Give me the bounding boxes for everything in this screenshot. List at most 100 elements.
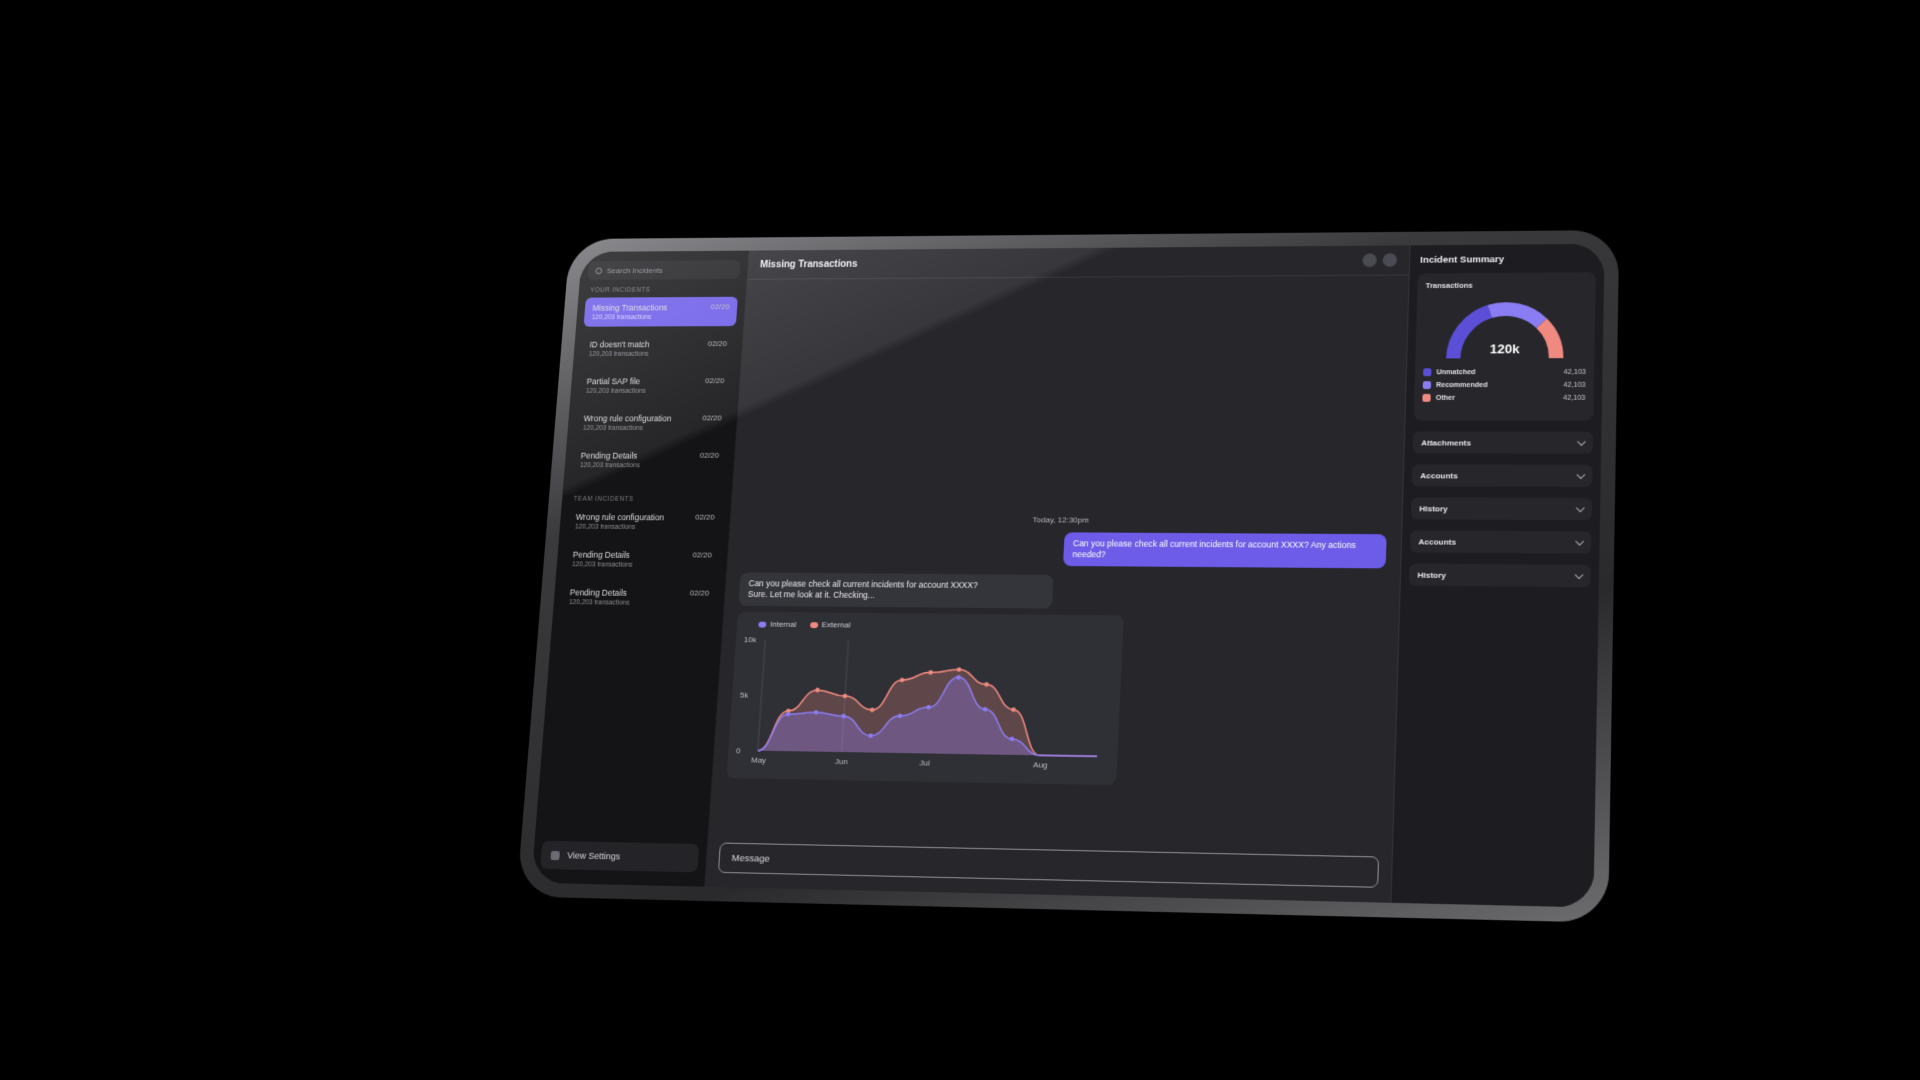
your-incidents-list: Missing Transactions 120,203 transactions… (571, 296, 738, 483)
legend-swatch (758, 621, 767, 628)
incident-item[interactable]: Missing Transactions 120,203 transactions… (583, 296, 738, 327)
page-title: Missing Transactions (759, 258, 858, 270)
y-tick-label: 5k (740, 691, 749, 700)
data-point (926, 704, 932, 710)
gauge-legend-label: Unmatched (1436, 368, 1476, 376)
search-input[interactable]: Search Incidents (587, 260, 741, 280)
accordion-item[interactable]: Attachments (1412, 431, 1594, 454)
gauge-legend-key: Other (1422, 393, 1456, 402)
tablet-screen: Search Incidents YOUR INCIDENTS Missing … (531, 243, 1605, 908)
incident-text: ID doesn't match 120,203 transactions (589, 340, 650, 358)
y-tick-label: 0 (736, 746, 742, 755)
incident-item[interactable]: Wrong rule configuration 120,203 transact… (575, 408, 730, 438)
gauge-legend-row: Recommended 42,103 (1422, 381, 1586, 390)
incident-title: Pending Details (580, 450, 638, 461)
x-tick-label: Jun (835, 757, 848, 766)
data-point (842, 693, 848, 699)
transactions-label: Transactions (1425, 280, 1473, 290)
incident-date: 02/20 (699, 451, 720, 460)
view-settings-label: View Settings (566, 850, 621, 862)
view-settings-button[interactable]: View Settings (540, 840, 700, 873)
incident-count: 120,203 transactions (574, 523, 636, 531)
incident-item[interactable]: Partial SAP file 120,203 transactions 02/2… (578, 371, 733, 401)
incident-title: Wrong rule configuration (583, 413, 672, 424)
accordion-item[interactable]: Accounts (1409, 530, 1592, 554)
x-tick-label: Jul (919, 758, 930, 767)
incident-date: 02/20 (695, 512, 715, 522)
incident-text: Wrong rule configuration 120,203 transact… (575, 512, 665, 531)
incident-item[interactable]: Pending Details 120,203 transactions 02/20 (561, 582, 718, 614)
incident-date: 02/20 (692, 550, 713, 560)
legend-swatch (1422, 393, 1431, 402)
data-point (928, 670, 933, 675)
data-point (956, 675, 961, 680)
your-incidents-label: YOUR INCIDENTS (589, 286, 651, 294)
gauge-legend-key: Unmatched (1423, 368, 1476, 377)
data-point (868, 733, 874, 738)
header-actions (1362, 253, 1398, 268)
gauge-legend-label: Other (1435, 394, 1456, 402)
incident-date: 02/20 (710, 302, 730, 312)
x-tick-label: May (751, 756, 766, 765)
legend-swatch (1423, 368, 1432, 377)
area-chart: 10k 5k 0 May Jun Jul Aug (736, 635, 1123, 770)
incident-item[interactable]: Pending Details 120,203 transactions 02/20 (572, 445, 728, 475)
series-area-internal (757, 674, 1101, 757)
data-point (900, 678, 905, 683)
chevron-down-icon (1575, 503, 1585, 512)
incident-item[interactable]: Wrong rule configuration 120,203 transact… (567, 506, 723, 537)
accordion-item[interactable]: History (1408, 563, 1591, 588)
incident-item[interactable]: ID doesn't match 120,203 transactions 02/2… (581, 334, 736, 364)
incident-item[interactable]: Pending Details 120,203 transactions 02/20 (564, 544, 721, 575)
accordion-label: History (1417, 570, 1447, 580)
chat-area: Today, 12:30pm Can you please check all … (705, 275, 1409, 902)
gauge-legend-row: Unmatched 42,103 (1423, 368, 1586, 377)
gauge-legend-label: Recommended (1436, 381, 1488, 389)
incident-count: 120,203 transactions (585, 387, 646, 395)
legend-item-internal: Internal (758, 619, 797, 629)
accordion-item[interactable]: History (1410, 497, 1592, 521)
team-incidents-list: Wrong rule configuration 120,203 transact… (560, 506, 723, 621)
gauge-legend-value: 42,103 (1563, 368, 1586, 376)
incoming-message-line: Sure. Let me look at it. Checking... (747, 589, 876, 601)
incident-count: 120,203 transactions (568, 599, 630, 607)
accordion-label: History (1419, 503, 1448, 513)
incident-text: Pending Details 120,203 transactions (580, 451, 641, 469)
data-point (956, 667, 962, 672)
accordion-list: Attachments Accounts History Accounts Histor… (1408, 431, 1594, 588)
x-tick-label: Aug (1033, 760, 1048, 769)
gauge-legend-value: 42,103 (1563, 381, 1586, 389)
incident-title: Pending Details (569, 587, 628, 598)
gauge-legend-row: Other 42,103 (1422, 393, 1585, 402)
gauge-legend: Unmatched 42,103 Recommended 42,103 Other 42,… (1422, 368, 1586, 402)
chevron-down-icon (1574, 570, 1584, 579)
incident-title: ID doesn't match (589, 339, 650, 350)
settings-icon (550, 850, 560, 860)
transactions-gauge: 120k (1438, 297, 1573, 358)
header-action-button[interactable] (1362, 253, 1377, 268)
legend-swatch (809, 622, 818, 629)
data-point (897, 713, 903, 719)
message-input[interactable] (729, 851, 1368, 879)
tablet-frame: Search Incidents YOUR INCIDENTS Missing … (516, 230, 1620, 923)
incident-count: 120,203 transactions (591, 314, 652, 322)
incident-title: Pending Details (572, 549, 631, 560)
gauge-value: 120k (1489, 341, 1520, 357)
accordion-item[interactable]: Accounts (1411, 464, 1593, 487)
legend-label: External (821, 620, 851, 630)
chevron-down-icon (1576, 470, 1586, 479)
message-timestamp: Today, 12:30pm (1032, 515, 1090, 525)
chart-legend: Internal External (758, 619, 851, 630)
header-action-button[interactable] (1382, 253, 1398, 267)
search-icon (595, 267, 603, 274)
team-incidents-label: TEAM INCIDENTS (573, 495, 634, 503)
legend-label: Internal (769, 619, 797, 629)
accordion-label: Attachments (1421, 438, 1472, 448)
series-area-external (757, 667, 1102, 757)
incident-text: Partial SAP file 120,203 transactions (586, 377, 647, 395)
transactions-card: Transactions 120k Unmatched 42,103 Recomme… (1413, 272, 1596, 421)
incident-count: 120,203 transactions (571, 561, 633, 569)
legend-item-external: External (809, 620, 851, 630)
incident-count: 120,203 transactions (582, 425, 644, 432)
incident-text: Pending Details 120,203 transactions (569, 588, 631, 607)
